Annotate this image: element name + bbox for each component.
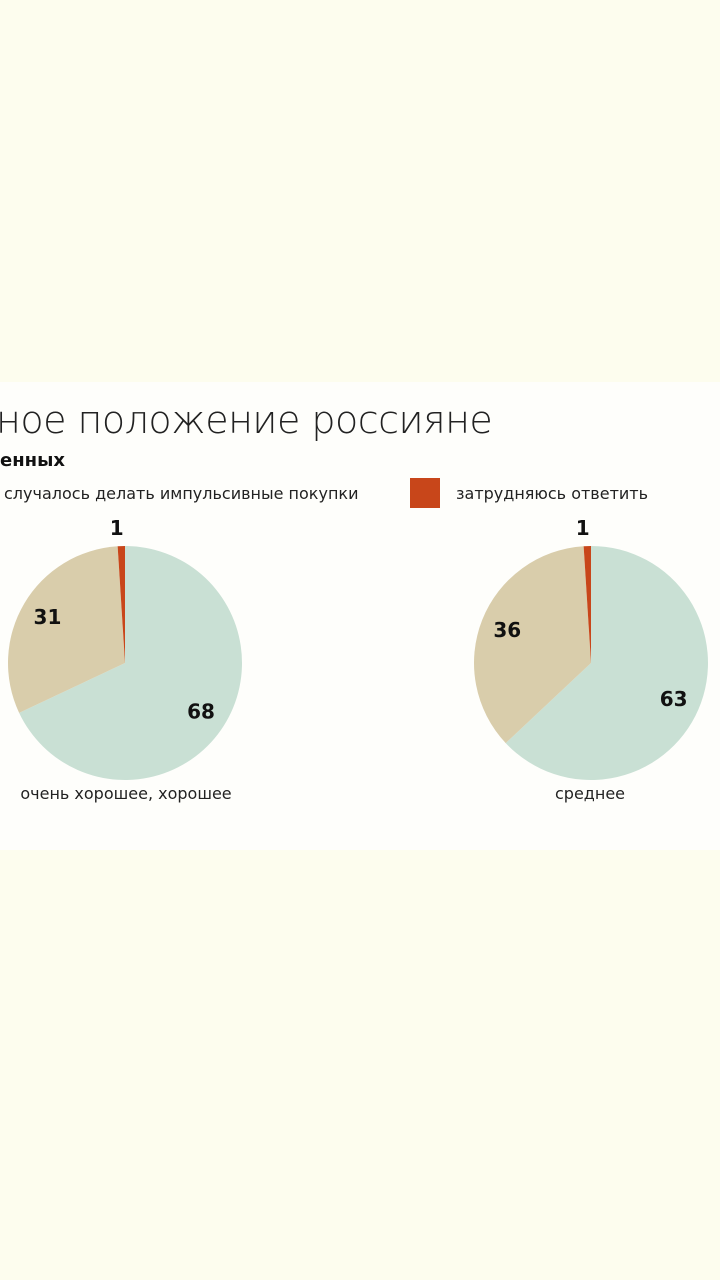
pie-caption-good: очень хорошее, хорошее: [20, 784, 232, 803]
pie-0-label-2: 1: [110, 516, 124, 540]
pie-1-slice-0: [505, 546, 708, 780]
pie-0-label-1: 31: [34, 605, 62, 629]
legend-label-hard-to-say: затрудняюсь ответить: [456, 484, 649, 503]
pie-0-slice-2: [117, 546, 125, 663]
pie-caption-average: среднее: [554, 784, 626, 803]
pie-1-label-2: 1: [576, 516, 590, 540]
legend-label-impulse: случалось делать импульсивные покупки: [4, 484, 359, 503]
pie-0-label-0: 68: [187, 699, 215, 723]
pie-1-slice-2: [583, 546, 591, 663]
legend-swatch-hard-to-say: [410, 478, 440, 508]
chart-title: ное положение россияне: [0, 398, 493, 442]
pie-1-label-0: 63: [660, 687, 688, 711]
pie-1-slice-1: [473, 546, 591, 744]
pie-0-slice-0: [19, 546, 242, 780]
pie-0-slice-1: [7, 546, 126, 713]
chart-subtitle: енных: [0, 450, 65, 471]
pie-1-label-1: 36: [493, 618, 521, 642]
